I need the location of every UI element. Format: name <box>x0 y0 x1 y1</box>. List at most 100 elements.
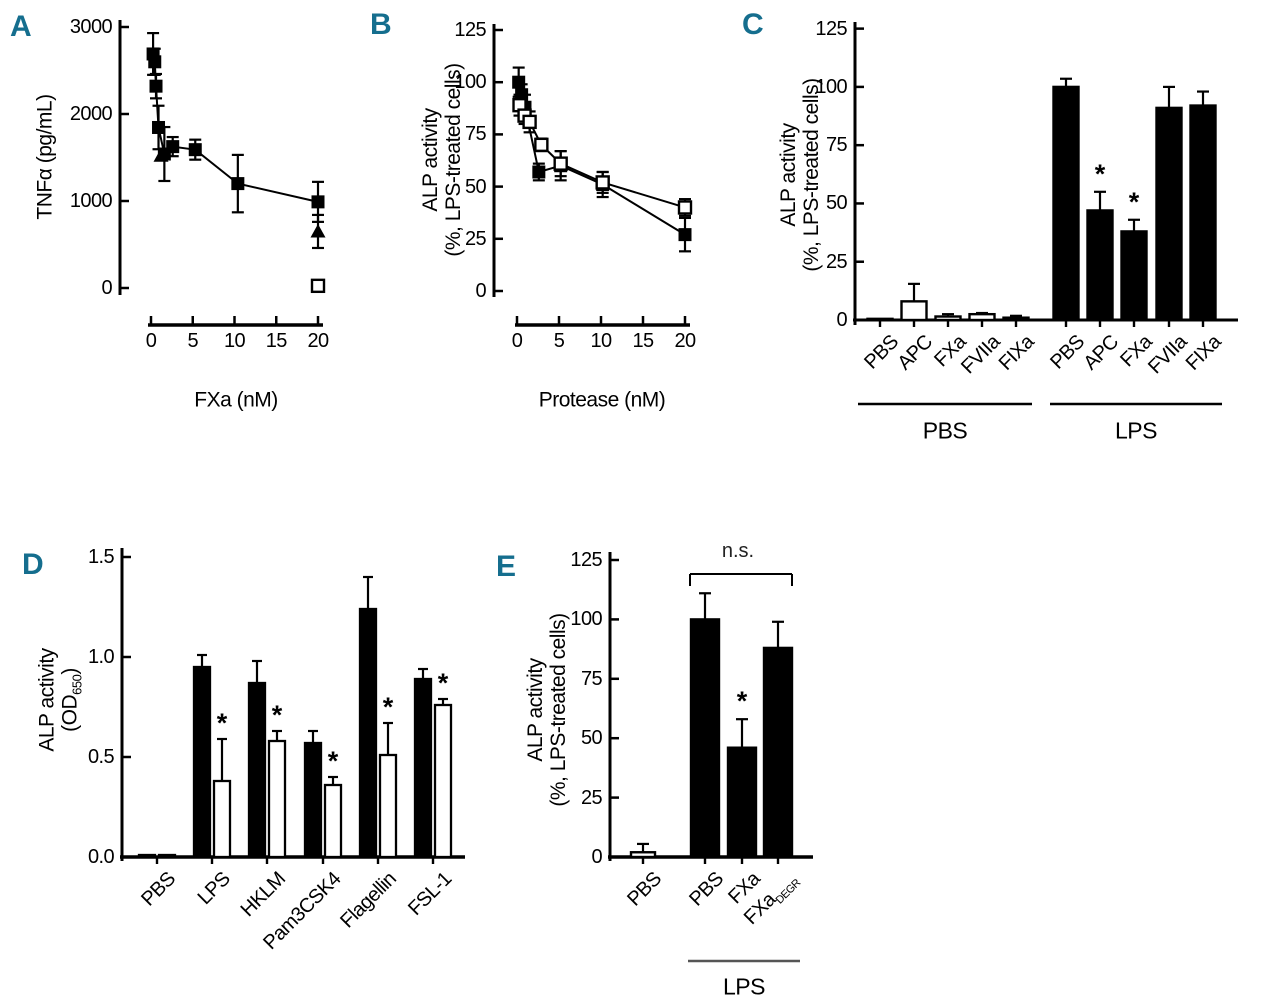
marker-square-open <box>553 156 568 171</box>
c-bar-lps-pbs <box>1052 85 1080 322</box>
marker-triangle-filled <box>153 148 169 162</box>
c-bar-pbs-pbs <box>866 317 894 322</box>
d-y-tick-label: 0.5 <box>87 746 115 768</box>
significance-star: * <box>1094 158 1106 189</box>
c-group-label-pbs: PBS <box>922 417 968 444</box>
b-y-tick-label: 0 <box>475 280 486 302</box>
d-bar-flagellin-white <box>378 753 398 859</box>
b-y-tick-label: 50 <box>464 175 487 198</box>
b-y-tick-label: 75 <box>464 123 487 146</box>
c-bar-lps-apc <box>1086 209 1114 322</box>
marker-square-filled <box>231 177 245 191</box>
d-y-tick-label: 0.0 <box>87 846 115 868</box>
d-bar-hklm-black <box>247 681 267 859</box>
a-y-tick-label: 0 <box>101 277 112 299</box>
marker-square-filled <box>532 165 546 179</box>
d-bar-pbs-white <box>157 853 177 859</box>
panel-d-ylabel-subscript: 650 <box>69 674 85 695</box>
panel-e-letter: E <box>496 550 516 583</box>
panel-d-letter: D <box>22 548 44 581</box>
marker-square-filled <box>152 120 166 134</box>
panel-e-y-axis-label-line1: ALP activity <box>524 658 547 762</box>
c-y-tick-label: 0 <box>836 309 847 331</box>
a-x-tick-label: 20 <box>307 330 329 352</box>
e-y-tick-label: 0 <box>591 846 602 868</box>
e-group-label-lps: LPS <box>723 973 765 1000</box>
c-y-tick-label: 25 <box>825 250 848 273</box>
c-bar-lps-fviia <box>1155 106 1183 322</box>
panel-c-letter: C <box>742 8 764 41</box>
d-bar-lps-black <box>192 665 212 859</box>
b-y-tick-label: 25 <box>464 227 487 250</box>
c-bar-pbs-fxa <box>934 315 962 322</box>
c-bar-lps-fixa <box>1189 104 1217 322</box>
panel-b-y-axis-label-line1: ALP activity <box>419 108 442 212</box>
a-y-tick-label: 2000 <box>69 103 113 125</box>
panel-c-y-axis-label-line1: ALP activity <box>777 123 800 227</box>
panel-b-x-axis-label: Protease (nM) <box>538 388 666 412</box>
marker-square-open <box>677 200 693 215</box>
c-bar-lps-fxa <box>1120 230 1148 322</box>
marker-triangle-filled <box>310 223 326 238</box>
d-bar-pam3csk4-white <box>323 783 343 859</box>
panel-a-y-axis-label: TNFα (pg/mL) <box>33 94 57 220</box>
a-x-tick-label: 5 <box>187 330 199 352</box>
c-y-tick-label: 50 <box>825 192 848 215</box>
e-y-tick-label: 100 <box>570 608 602 631</box>
panel-a-x-axis-label: FXa (nM) <box>194 388 278 412</box>
b-series-line <box>517 81 686 236</box>
d-bar-pbs-black <box>137 853 157 859</box>
marker-square-open <box>310 278 326 294</box>
e-y-tick-label: 25 <box>580 786 603 809</box>
e-y-tick-label: 125 <box>570 549 602 571</box>
d-bar-fsl-1-white <box>433 703 453 859</box>
panel-d-ylabel-suffix: ) <box>58 668 82 675</box>
panel-d-ylabel-prefix: (OD <box>58 694 82 732</box>
panel-c-y-axis-label: ALP activity (%, LPS-treated cells) <box>777 78 823 271</box>
c-y-tick-label: 125 <box>815 17 847 40</box>
a-y-tick-label: 1000 <box>69 190 113 212</box>
significance-star: * <box>437 668 449 699</box>
c-bar-pbs-fviia <box>968 312 996 322</box>
marker-square-filled <box>148 55 162 69</box>
d-bar-lps-white <box>212 779 232 859</box>
marker-square-filled <box>149 79 163 93</box>
e-bar-fxa-degr-3 <box>762 646 794 859</box>
c-y-tick-label: 75 <box>825 134 848 157</box>
marker-square-open <box>595 175 610 190</box>
significance-star: * <box>327 746 339 777</box>
a-y-tick-label: 3000 <box>69 16 113 38</box>
marker-square-filled <box>678 228 692 242</box>
a-x-tick-label: 0 <box>145 330 157 352</box>
panel-d-y-axis-label: ALP activity (OD650) <box>35 648 88 751</box>
e-bar-pbs-1 <box>689 618 721 859</box>
e-ns-annotation: n.s. <box>721 540 755 562</box>
c-y-tick-label: 100 <box>815 75 847 98</box>
significance-star: * <box>216 708 228 739</box>
panel-c-y-axis-label-line2: (%, LPS-treated cells) <box>800 78 823 272</box>
a-x-tick-label: 15 <box>265 330 288 352</box>
b-x-tick-label: 0 <box>511 330 523 352</box>
b-x-tick-label: 15 <box>632 330 654 352</box>
significance-star: * <box>736 686 748 717</box>
marker-square-filled <box>188 143 202 157</box>
d-y-tick-label: 1.5 <box>87 546 115 568</box>
c-group-label-lps: LPS <box>1115 417 1157 444</box>
panel-d-y-axis-label-line2: (OD650) <box>58 648 88 751</box>
marker-square-open <box>522 114 537 130</box>
d-bar-flagellin-black <box>358 607 378 859</box>
b-y-tick-label: 100 <box>454 71 486 94</box>
marker-square-filled <box>166 140 180 154</box>
d-bar-hklm-white <box>267 739 287 859</box>
e-y-tick-label: 50 <box>580 727 603 750</box>
b-x-tick-label: 5 <box>553 330 565 352</box>
significance-star: * <box>382 692 394 723</box>
marker-square-filled <box>512 75 526 89</box>
marker-square-open <box>534 137 549 153</box>
e-bar-fxa-2 <box>726 746 758 859</box>
e-bar-pbs-0 <box>629 851 657 859</box>
b-x-tick-label: 20 <box>674 330 696 352</box>
c-bar-pbs-apc <box>900 300 928 322</box>
